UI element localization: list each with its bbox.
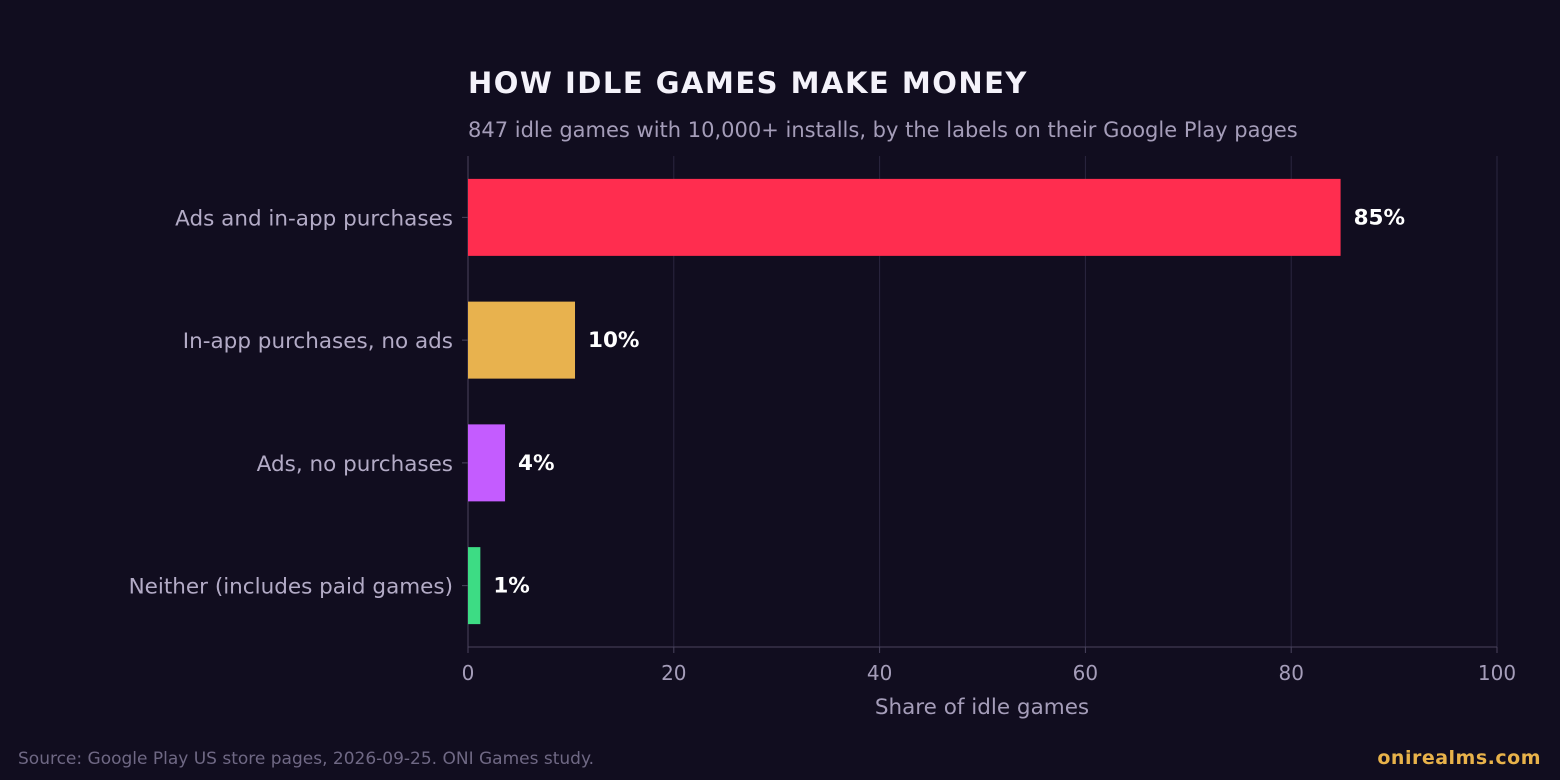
brand-link[interactable]: onirealms.com xyxy=(1377,747,1541,769)
x-tick-label: 80 xyxy=(1278,661,1303,685)
value-label: 4% xyxy=(518,451,555,476)
labels: 0 20 40 60 80 100 Ads and in-app purchases 85% I… xyxy=(129,205,1517,685)
chart-title: HOW IDLE GAMES MAKE MONEY xyxy=(468,66,1028,100)
category-label: In-app purchases, no ads xyxy=(183,329,453,354)
bar xyxy=(468,178,1341,256)
source-note: Source: Google Play US store pages, 2026… xyxy=(18,749,594,769)
bar xyxy=(468,301,576,379)
value-label: 10% xyxy=(588,328,639,353)
bar xyxy=(468,547,481,625)
x-tick-label: 20 xyxy=(661,661,686,685)
x-tick-label: 0 xyxy=(462,661,475,685)
category-label: Neither (includes paid games) xyxy=(129,575,453,600)
x-tick-label: 60 xyxy=(1073,661,1098,685)
bar xyxy=(468,424,506,502)
category-label: Ads and in-app purchases xyxy=(175,206,453,231)
bars xyxy=(468,178,1341,625)
x-axis-label: Share of idle games xyxy=(875,695,1089,720)
category-label: Ads, no purchases xyxy=(257,452,453,477)
x-tick-label: 40 xyxy=(867,661,892,685)
chart-subtitle: 847 idle games with 10,000+ installs, by… xyxy=(468,118,1298,142)
value-label: 85% xyxy=(1354,205,1405,230)
x-tick-label: 100 xyxy=(1478,661,1516,685)
value-label: 1% xyxy=(493,574,530,599)
